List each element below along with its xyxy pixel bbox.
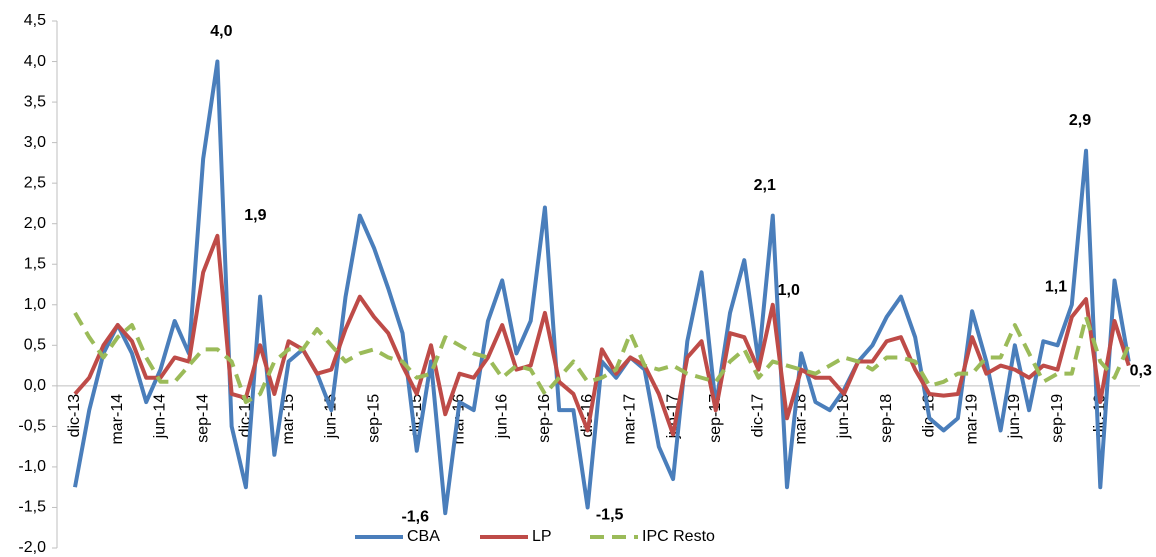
x-tick-label: mar-15 (280, 394, 297, 445)
x-tick-label: jun-19 (1006, 394, 1023, 440)
y-tick-label: -0,5 (18, 418, 46, 435)
y-tick-label: 0,0 (24, 377, 46, 394)
x-tick-label: dic-17 (750, 394, 767, 438)
series-line (73, 59, 1131, 516)
x-tick-label: sep-14 (194, 394, 211, 443)
data-label: 1,1 (1045, 278, 1067, 295)
x-tick-label: jun-15 (323, 394, 340, 440)
data-label: 0,3 (1130, 363, 1152, 380)
y-tick-label: -1,5 (18, 499, 46, 516)
x-tick-label: mar-17 (622, 394, 639, 445)
data-label: 2,9 (1069, 112, 1091, 129)
legend-label: LP (532, 528, 552, 545)
x-tick-label: dic-13 (66, 394, 83, 438)
data-label: 1,9 (244, 207, 266, 224)
y-tick-label: 2,5 (24, 174, 46, 191)
legend-label: CBA (407, 528, 440, 545)
x-tick-label: mar-14 (109, 394, 126, 445)
y-tick-label: 0,5 (24, 337, 46, 354)
y-tick-label: 4,0 (24, 53, 46, 70)
series-line (73, 233, 1131, 437)
data-label: -1,6 (401, 508, 429, 525)
x-tick-label: jun-16 (493, 394, 510, 440)
x-tick-label: sep-17 (707, 394, 724, 443)
y-tick-label: 3,0 (24, 134, 46, 151)
y-tick-label: -2,0 (18, 539, 46, 556)
x-tick-label: jun-18 (835, 394, 852, 440)
x-tick-label: sep-16 (536, 394, 553, 443)
y-tick-label: 1,5 (24, 255, 46, 272)
x-tick-label: jun-14 (152, 394, 169, 440)
data-label: 4,0 (210, 23, 232, 40)
y-tick-label: 1,0 (24, 296, 46, 313)
y-tick-label: 2,0 (24, 215, 46, 232)
data-label: 1,0 (778, 282, 800, 299)
x-tick-label: mar-19 (963, 394, 980, 445)
y-tick-label: -1,0 (18, 458, 46, 475)
data-label: 2,1 (754, 177, 776, 194)
y-tick-label: 3,5 (24, 93, 46, 110)
data-label: -1,5 (596, 507, 624, 524)
series-line (73, 311, 1131, 405)
legend-label: IPC Resto (642, 528, 715, 545)
x-tick-label: sep-15 (365, 394, 382, 443)
x-tick-label: sep-19 (1049, 394, 1066, 443)
y-tick-label: 4,5 (24, 12, 46, 29)
x-tick-label: sep-18 (878, 394, 895, 443)
